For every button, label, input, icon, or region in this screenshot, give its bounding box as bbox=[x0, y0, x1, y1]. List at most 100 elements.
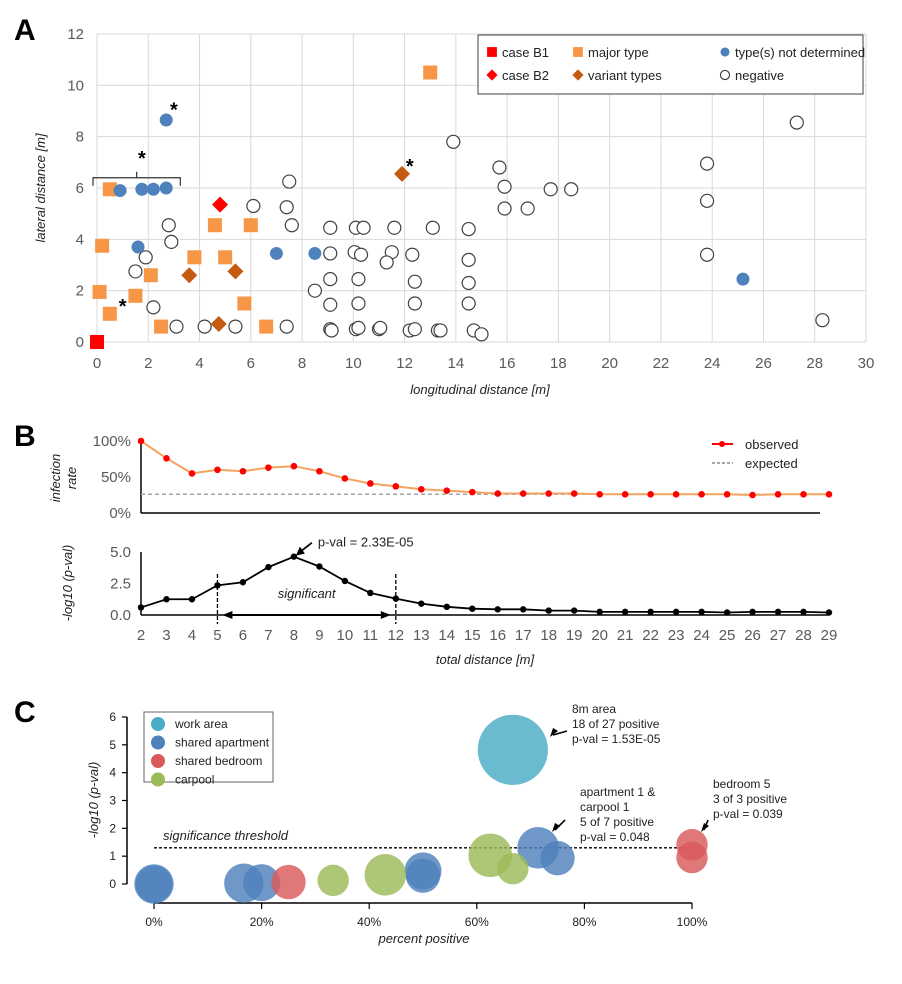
bubble-shared-bedroom bbox=[676, 841, 708, 874]
panel-b-charts: 0% 50% 100% infection rate observed expecte… bbox=[48, 433, 837, 667]
panel-a-points bbox=[90, 65, 830, 349]
legend-label: shared bedroom bbox=[175, 754, 262, 768]
observed-point bbox=[239, 467, 247, 475]
y-tick-label: 0 bbox=[76, 334, 84, 351]
legend-box bbox=[477, 34, 864, 95]
panel-b-bottom-annotations: significant p-val = 2.33E-05 bbox=[216, 535, 414, 624]
legend-label: work area bbox=[174, 717, 228, 731]
point-negative bbox=[284, 218, 299, 233]
annotation-line: 5 of 7 positive bbox=[580, 815, 654, 829]
observed-point bbox=[749, 491, 756, 499]
asterisk-annotation: * bbox=[406, 156, 414, 178]
point-negative bbox=[699, 247, 715, 262]
point-not-determined bbox=[146, 182, 160, 196]
point-negative bbox=[492, 160, 507, 175]
point-not-determined bbox=[131, 240, 145, 254]
x-tick-label: 26 bbox=[744, 627, 761, 644]
point-major-type bbox=[218, 250, 233, 265]
legend-label: shared apartment bbox=[175, 736, 270, 750]
annotation-line: p-val = 0.039 bbox=[713, 807, 783, 821]
panel-c-y-label: -log10 (p-val) bbox=[86, 762, 101, 839]
pval-point bbox=[520, 606, 527, 613]
point-negative bbox=[425, 220, 440, 235]
point-major-type bbox=[154, 319, 169, 334]
legend-marker-variant-types bbox=[572, 69, 584, 81]
bubble-shared-apartment bbox=[540, 840, 575, 876]
legend-expected-label: expected bbox=[745, 456, 798, 471]
point-negative bbox=[161, 218, 176, 233]
observed-point bbox=[392, 483, 400, 490]
annotation-line: bedroom 5 bbox=[713, 777, 771, 791]
legend-label: type(s) not determined bbox=[735, 45, 865, 60]
point-negative bbox=[446, 134, 461, 149]
legend-item: case B2 bbox=[486, 68, 549, 83]
observed-point bbox=[137, 437, 145, 445]
point-negative bbox=[356, 220, 371, 235]
point-negative bbox=[407, 274, 422, 289]
x-tick-label: 0 bbox=[93, 355, 101, 372]
point-not-determined bbox=[135, 182, 149, 196]
point-negative bbox=[353, 247, 369, 262]
point-case-b2 bbox=[212, 196, 229, 213]
observed-point bbox=[672, 490, 680, 498]
panel-b-top-legend: observed expected bbox=[712, 437, 798, 471]
significant-label: significant bbox=[278, 586, 337, 601]
y-tick-label: 0% bbox=[109, 505, 131, 522]
point-negative bbox=[461, 252, 476, 267]
legend-label: variant types bbox=[588, 68, 662, 83]
panel-a-x-label: longitudinal distance [m] bbox=[410, 382, 550, 397]
point-negative bbox=[373, 320, 388, 335]
panel-letter-a: A bbox=[14, 14, 36, 47]
point-negative bbox=[246, 198, 261, 214]
legend-label: case B2 bbox=[502, 68, 549, 83]
y-tick-label: 50% bbox=[101, 469, 131, 486]
x-tick-label: 17 bbox=[515, 627, 532, 644]
legend-marker-case-b2 bbox=[486, 69, 498, 81]
point-variant-types bbox=[227, 263, 244, 280]
pval-point bbox=[647, 608, 654, 616]
annotation-line: p-val = 1.53E-05 bbox=[572, 732, 661, 746]
x-tick-label: 4 bbox=[195, 355, 203, 372]
point-negative bbox=[323, 272, 338, 287]
pval-point bbox=[545, 607, 552, 614]
point-negative bbox=[543, 182, 558, 197]
panel-c-x-label: percent positive bbox=[377, 931, 469, 946]
legend-label: major type bbox=[588, 45, 649, 60]
point-negative bbox=[351, 272, 366, 287]
pval-point bbox=[214, 582, 221, 589]
pval-point bbox=[265, 563, 272, 571]
point-negative bbox=[351, 296, 366, 311]
observed-point bbox=[367, 480, 374, 487]
asterisk-annotation: * bbox=[119, 296, 127, 318]
panel-c-y-ticks: 0 1 2 3 4 5 6 bbox=[109, 710, 116, 891]
observed-point bbox=[265, 464, 272, 471]
panel-b-top-axes bbox=[140, 441, 820, 514]
point-variant-types bbox=[210, 316, 227, 333]
observed-point bbox=[316, 467, 323, 475]
pval-point bbox=[723, 609, 731, 616]
observed-point bbox=[647, 490, 654, 498]
point-negative bbox=[474, 327, 489, 342]
annotation-line: carpool 1 bbox=[580, 800, 630, 814]
legend-item: case B1 bbox=[487, 45, 549, 60]
pval-point bbox=[443, 603, 450, 611]
panel-c-x-ticks: 0% 20% 40% 60% 80% 100% bbox=[145, 915, 707, 929]
observed-point bbox=[443, 487, 451, 494]
point-major-type bbox=[243, 218, 258, 233]
pval-point bbox=[163, 596, 170, 603]
point-negative bbox=[138, 250, 153, 265]
bracket bbox=[92, 171, 181, 186]
panel-c-annotations: 8m area 18 of 27 positive p-val = 1.53E-05… bbox=[550, 702, 787, 844]
point-negative bbox=[564, 182, 579, 197]
observed-point bbox=[163, 454, 170, 462]
x-tick-label: 5 bbox=[213, 627, 221, 644]
x-tick-label: 16 bbox=[499, 355, 516, 372]
legend-item: major type bbox=[573, 45, 649, 60]
annotation-line: 18 of 27 positive bbox=[572, 717, 660, 731]
observed-point bbox=[519, 490, 527, 497]
y-tick-label: 5.0 bbox=[110, 544, 131, 561]
point-negative bbox=[789, 115, 804, 130]
pval-point bbox=[137, 604, 145, 611]
